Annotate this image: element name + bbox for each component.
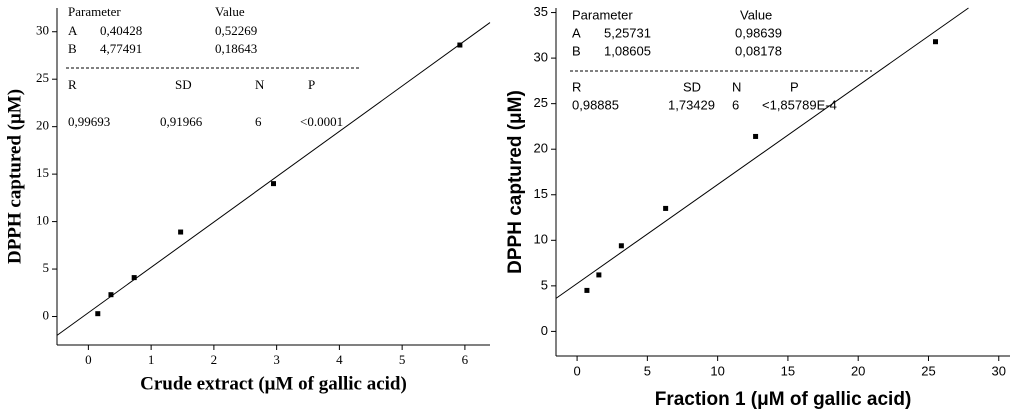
y-tick-label: 0 [43, 308, 50, 323]
table-cell: A [572, 25, 581, 40]
stat-value: <1,85789E-4 [762, 97, 837, 112]
point [457, 42, 463, 48]
x-tick-label: 4 [336, 352, 343, 367]
point [95, 311, 101, 317]
y-tick-label: 15 [36, 165, 49, 180]
x-tick-label: 6 [462, 352, 469, 367]
y-tick-label: 5 [541, 277, 548, 292]
y-axis-label: DPPH captured (μM) [4, 89, 25, 264]
y-tick-label: 10 [36, 213, 49, 228]
x-tick-label: 10 [710, 363, 724, 378]
chart: 0 1 2 3 4 5 6 0 5 10 15 20 25 30 Crude extract (μM of … [4, 4, 491, 394]
stat-header: SD [683, 79, 701, 94]
table-cell: 0,52269 [215, 23, 257, 38]
x-tick-label: 5 [644, 363, 651, 378]
y-tick-label: 25 [36, 70, 49, 85]
x-tick-label: 3 [273, 352, 280, 367]
point [584, 287, 590, 293]
point [178, 229, 184, 235]
x-tick-label: 2 [211, 352, 218, 367]
x-tick-label: 20 [851, 363, 865, 378]
table-cell: 1,08605 [604, 43, 651, 58]
x-tick-label: 0 [573, 363, 580, 378]
y-tick-label: 20 [36, 118, 49, 133]
stat-value: <0.0001 [300, 114, 343, 129]
stat-header: P [790, 79, 799, 94]
table-header: Parameter [572, 7, 633, 22]
table-cell: 0,18643 [215, 41, 257, 56]
chart: 0 5 10 15 20 25 30 0 5 10 15 20 25 30 35 Fraction 1 (μM… [505, 4, 1010, 410]
y-tick-label: 25 [534, 95, 548, 110]
table-header: Value [740, 7, 772, 22]
x-tick-label: 30 [992, 363, 1006, 378]
fit-line [555, 7, 969, 299]
stat-header: N [732, 79, 741, 94]
stat-header: SD [175, 77, 192, 92]
stat-value: 0,98885 [572, 97, 619, 112]
point [596, 272, 602, 278]
y-tick-label: 30 [36, 23, 49, 38]
table-cell: B [572, 43, 581, 58]
y-tick-label: 20 [534, 141, 548, 156]
y-tick-label: 10 [534, 232, 548, 247]
stat-value: 6 [732, 97, 739, 112]
table-cell: A [68, 23, 78, 38]
table-cell: 0,98639 [735, 25, 782, 40]
x-tick-label: 5 [399, 352, 406, 367]
y-tick-label: 5 [43, 260, 50, 275]
x-axis-label: Crude extract (μM of gallic acid) [140, 373, 407, 394]
fit-line [56, 22, 491, 336]
y-axis-label: DPPH captured (μM) [505, 90, 526, 274]
stat-value: 1,73429 [668, 97, 715, 112]
stat-value: 0,91966 [160, 114, 203, 129]
y-tick-label: 30 [534, 50, 548, 65]
point [271, 181, 276, 187]
point [663, 205, 669, 211]
x-tick-label: 0 [85, 352, 92, 367]
stat-header: R [572, 79, 581, 94]
y-tick-label: 15 [534, 186, 548, 201]
point [753, 133, 759, 139]
x-tick-label: 15 [781, 363, 795, 378]
point [618, 243, 624, 249]
table-cell: 5,25731 [604, 25, 651, 40]
stat-header: R [68, 77, 77, 92]
y-tick-label: 0 [541, 323, 548, 338]
x-axis-label: Fraction 1 (μM of gallic acid) [655, 389, 912, 410]
point [933, 39, 939, 45]
table-cell: 0,40428 [100, 23, 142, 38]
table-header: Value [215, 4, 245, 19]
x-tick-label: 1 [148, 352, 155, 367]
stat-value: 0,99693 [68, 114, 110, 129]
table-header: Parameter [68, 4, 121, 19]
x-tick-label: 25 [921, 363, 935, 378]
table-cell: 0,08178 [735, 43, 782, 58]
point [108, 292, 114, 298]
y-tick-label: 35 [534, 4, 548, 19]
stat-value: 6 [255, 114, 262, 129]
table-cell: B [68, 41, 77, 56]
point [131, 275, 137, 281]
stat-header: P [308, 77, 315, 92]
stat-header: N [255, 77, 265, 92]
table-cell: 4,77491 [100, 41, 142, 56]
